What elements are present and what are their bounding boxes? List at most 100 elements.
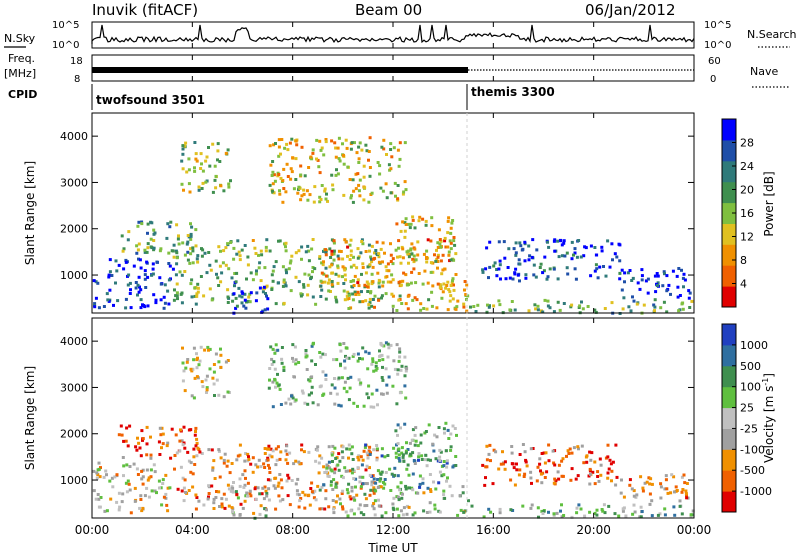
colorbar-swatch (722, 324, 736, 346)
range-cell (359, 381, 363, 385)
range-cell (310, 391, 313, 395)
range-cell (337, 403, 341, 407)
range-cell (449, 448, 453, 452)
range-cell (547, 510, 550, 514)
range-cell (416, 491, 420, 495)
range-cell (286, 175, 290, 178)
range-cell (374, 489, 378, 493)
range-cell (551, 449, 555, 453)
range-cell (174, 249, 178, 253)
range-cell (266, 458, 270, 462)
range-cell (593, 460, 597, 464)
range-cell (195, 292, 199, 296)
range-cell (645, 480, 649, 484)
range-cell (673, 490, 676, 494)
range-cell (371, 298, 375, 301)
range-cell (230, 485, 234, 489)
range-cell (533, 303, 537, 307)
range-cell (279, 478, 283, 482)
nave-tick-high: 60 (708, 56, 721, 67)
range-cell (297, 187, 300, 191)
range-cell (593, 308, 597, 312)
range-cell (280, 346, 284, 349)
range-cell (122, 267, 126, 271)
range-cell (418, 482, 422, 486)
range-cell (390, 472, 394, 476)
range-cell (369, 255, 373, 259)
range-cell (497, 299, 501, 303)
range-cell (285, 142, 289, 146)
range-cell (641, 486, 645, 490)
range-cell (307, 249, 311, 253)
range-cell (516, 273, 520, 277)
range-cell (347, 443, 351, 447)
range-cell (405, 512, 409, 516)
range-cell (146, 246, 150, 250)
range-cell (152, 293, 156, 297)
range-cell (126, 444, 130, 448)
range-cell (306, 402, 310, 406)
range-cell (294, 482, 298, 486)
range-cell (381, 365, 384, 369)
range-cell (282, 187, 286, 190)
range-cell (630, 487, 634, 491)
range-cell (602, 503, 606, 507)
range-cell (324, 274, 328, 278)
colorbar-swatch (722, 428, 736, 450)
range-cell (334, 173, 338, 177)
range-cell (381, 358, 385, 362)
range-cell (126, 283, 130, 287)
range-cell (646, 291, 650, 295)
range-cell (583, 514, 587, 518)
range-cell (372, 477, 376, 481)
range-cell (350, 489, 354, 493)
range-cell (396, 148, 400, 152)
range-cell (293, 375, 296, 379)
range-cell (276, 445, 280, 449)
range-cell (382, 486, 386, 490)
range-cell (145, 468, 149, 472)
range-cell (266, 297, 270, 301)
colorbar-tick-label: 4 (740, 278, 747, 291)
range-cell (201, 169, 205, 173)
range-cell (235, 492, 239, 496)
range-cell (390, 155, 394, 159)
range-cell (323, 187, 327, 191)
range-cell (284, 245, 287, 249)
range-cell (215, 272, 218, 276)
range-cell (404, 223, 408, 226)
range-cell (510, 445, 514, 448)
range-cell (359, 485, 363, 489)
range-cell (183, 389, 187, 393)
range-cell (240, 301, 244, 305)
range-cell (454, 455, 458, 458)
range-cell (137, 441, 141, 445)
range-cell (125, 490, 129, 494)
range-cell (690, 299, 694, 303)
range-cell (617, 514, 621, 518)
range-cell (214, 352, 218, 356)
range-cell (196, 446, 200, 450)
range-cell (359, 486, 363, 490)
range-cell (165, 444, 169, 448)
range-cell (182, 425, 186, 429)
range-cell (128, 281, 132, 285)
range-cell (127, 482, 131, 486)
range-cell (224, 246, 228, 250)
range-cell (363, 445, 367, 449)
range-cell (189, 222, 192, 226)
colorbar-tick-label: 20 (740, 184, 754, 197)
range-cell (408, 486, 411, 490)
range-cell (194, 430, 197, 433)
range-cell (294, 251, 298, 255)
range-cell (391, 278, 395, 282)
range-cell (146, 275, 150, 279)
range-cell (576, 445, 580, 449)
range-cell (176, 297, 179, 301)
range-cell (353, 274, 357, 278)
range-cell (168, 264, 172, 268)
range-cell (378, 172, 382, 176)
range-cell (464, 293, 468, 296)
range-cell (290, 479, 294, 482)
range-cell (180, 273, 184, 277)
